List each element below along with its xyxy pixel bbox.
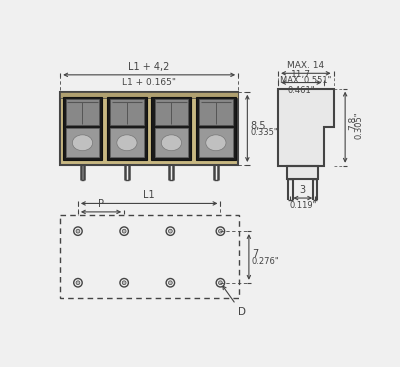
Text: 0.335": 0.335" <box>250 128 278 138</box>
Polygon shape <box>107 97 147 160</box>
Text: 3: 3 <box>300 185 306 195</box>
Polygon shape <box>62 97 102 160</box>
Polygon shape <box>60 215 239 298</box>
Circle shape <box>74 227 82 235</box>
Text: P: P <box>98 199 104 209</box>
Circle shape <box>76 229 80 233</box>
Polygon shape <box>199 99 233 125</box>
Polygon shape <box>110 99 144 125</box>
Polygon shape <box>154 99 188 125</box>
Polygon shape <box>66 128 99 157</box>
Circle shape <box>122 229 126 233</box>
Text: 7: 7 <box>252 249 258 259</box>
Circle shape <box>76 281 80 285</box>
Polygon shape <box>278 89 334 179</box>
Circle shape <box>120 227 128 235</box>
Polygon shape <box>60 92 238 165</box>
Circle shape <box>168 229 172 233</box>
Circle shape <box>122 281 126 285</box>
Text: 11,7: 11,7 <box>291 70 311 80</box>
Circle shape <box>168 281 172 285</box>
Polygon shape <box>66 99 99 125</box>
Text: 8,5: 8,5 <box>250 121 266 131</box>
Text: MAX. 14: MAX. 14 <box>287 61 324 70</box>
Ellipse shape <box>117 135 137 151</box>
Ellipse shape <box>206 135 226 151</box>
Text: L1 + 0.165": L1 + 0.165" <box>122 78 176 87</box>
Text: 0.305": 0.305" <box>354 112 363 139</box>
Ellipse shape <box>72 135 92 151</box>
Polygon shape <box>152 97 191 160</box>
Text: 7,8: 7,8 <box>348 116 357 130</box>
Polygon shape <box>60 92 238 98</box>
Circle shape <box>216 227 225 235</box>
Polygon shape <box>199 128 233 157</box>
Text: 0.119": 0.119" <box>289 201 316 210</box>
Ellipse shape <box>161 135 182 151</box>
Text: 0.276": 0.276" <box>252 257 280 266</box>
Circle shape <box>120 279 128 287</box>
Text: D: D <box>238 306 246 317</box>
Circle shape <box>216 279 225 287</box>
Text: L1 + 4,2: L1 + 4,2 <box>128 62 170 72</box>
Text: L1: L1 <box>143 190 155 200</box>
Polygon shape <box>196 97 236 160</box>
Polygon shape <box>154 128 188 157</box>
Text: 0.461": 0.461" <box>288 86 315 95</box>
Polygon shape <box>110 128 144 157</box>
Text: MAX. 0.551": MAX. 0.551" <box>280 76 332 86</box>
Circle shape <box>74 279 82 287</box>
Circle shape <box>166 279 174 287</box>
Circle shape <box>166 227 174 235</box>
Circle shape <box>218 281 222 285</box>
Circle shape <box>218 229 222 233</box>
